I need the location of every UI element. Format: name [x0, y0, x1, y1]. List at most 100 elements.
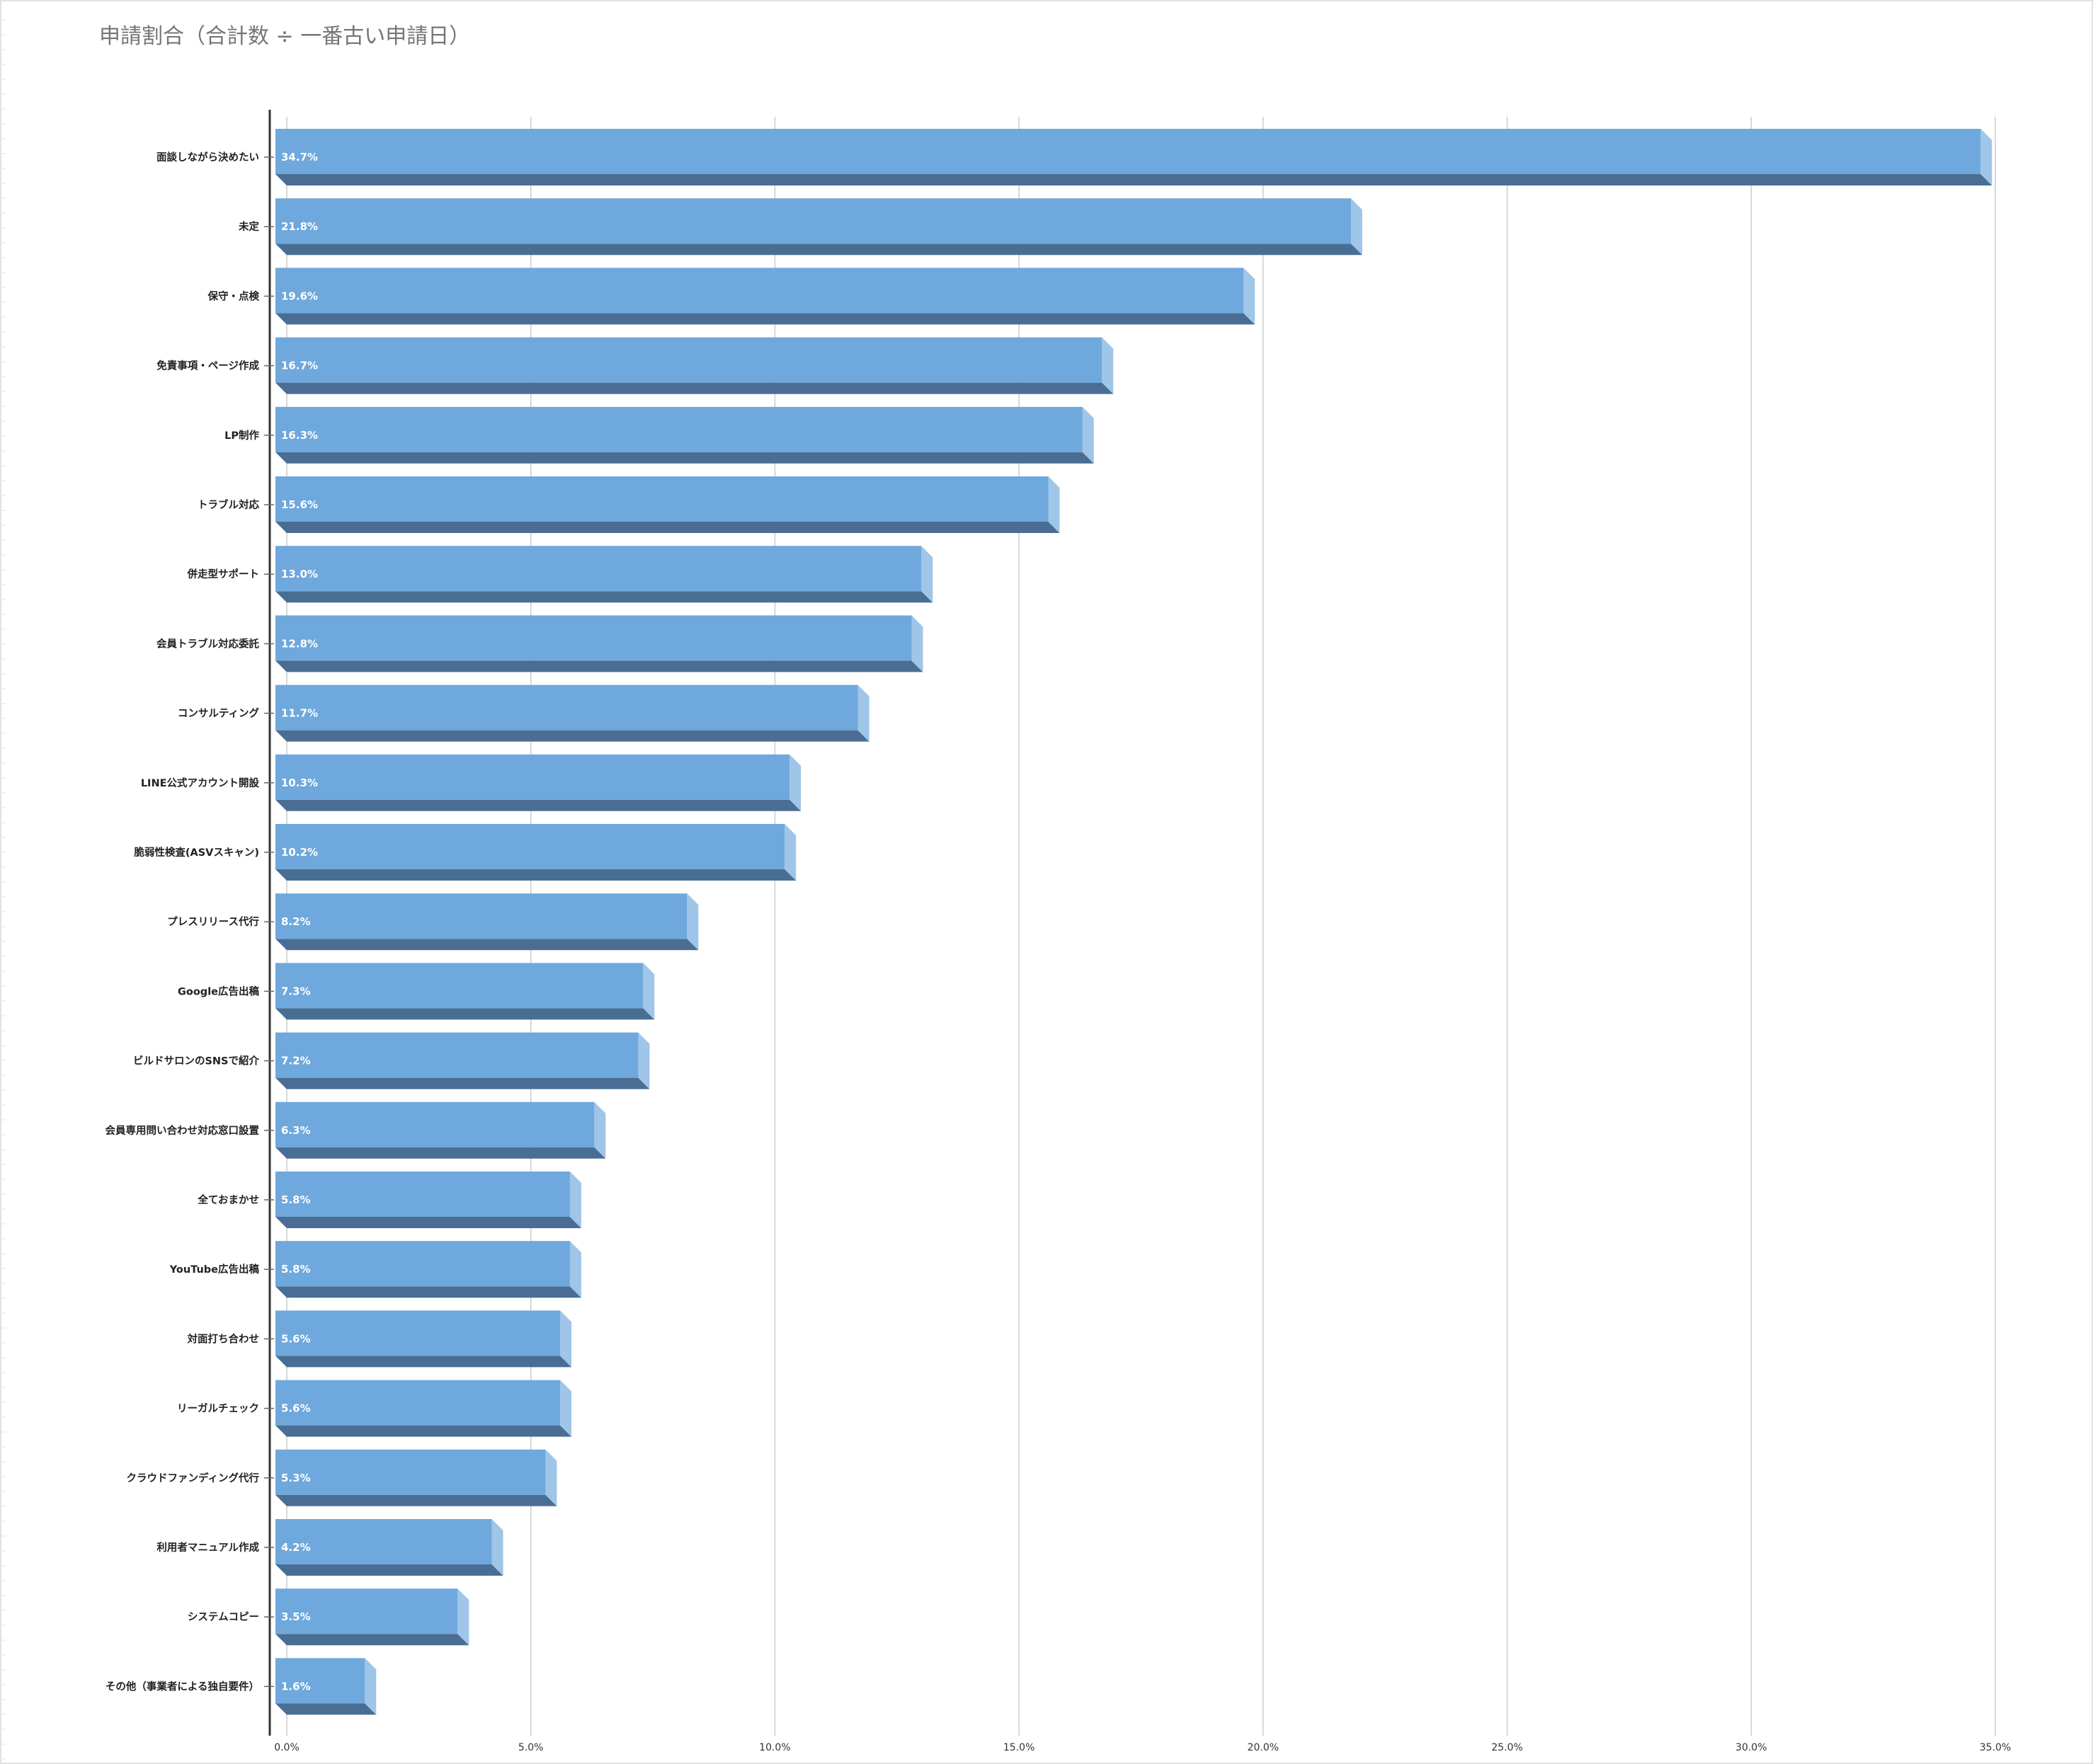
- bar-side-face: [457, 1588, 469, 1646]
- category-label: トラブル対応: [198, 498, 259, 511]
- bar-side-face: [491, 1519, 503, 1576]
- data-label: 5.6%: [281, 1332, 311, 1345]
- category-label: その他（事業者による独自要件）: [105, 1680, 259, 1693]
- x-tick-label: 35.0%: [1980, 1742, 2011, 1753]
- bar-side-face: [1048, 476, 1060, 533]
- x-tick-label: 10.0%: [759, 1742, 790, 1753]
- data-label: 10.3%: [281, 777, 318, 789]
- category-label: Google広告出稿: [178, 985, 260, 997]
- category-label: 全ておまかせ: [197, 1193, 259, 1206]
- bar-bottom-face: [275, 1217, 581, 1228]
- data-label: 15.6%: [281, 498, 318, 511]
- bar-bottom-face: [275, 869, 797, 881]
- x-tick-label: 15.0%: [1003, 1742, 1034, 1753]
- sheet-row-ticks: [0, 19, 6, 1760]
- bar-side-face: [1102, 337, 1114, 394]
- bar-bottom-face: [275, 1286, 581, 1298]
- data-label: 16.3%: [281, 429, 318, 442]
- bar-side-face: [1082, 406, 1094, 464]
- bar: [275, 1380, 561, 1426]
- bar-bottom-face: [275, 730, 869, 742]
- bar-side-face: [594, 1101, 606, 1159]
- data-label: 3.5%: [281, 1610, 311, 1623]
- bar: [275, 268, 1244, 314]
- bar: [275, 129, 1981, 174]
- bar: [275, 546, 922, 592]
- bar-bottom-face: [275, 939, 699, 951]
- bar: [275, 198, 1351, 244]
- bar-bottom-face: [275, 313, 1255, 325]
- x-tick-label: 0.0%: [274, 1742, 300, 1753]
- category-label: プレスリリース代行: [167, 915, 259, 928]
- bar-side-face: [687, 893, 699, 951]
- category-label: 対面打ち合わせ: [187, 1332, 260, 1345]
- x-tick-label: 25.0%: [1491, 1742, 1522, 1753]
- category-label: 脆弱性検査(ASVスキャン): [134, 846, 259, 859]
- category-label: ビルドサロンのSNSで紹介: [133, 1055, 260, 1067]
- bar: [275, 1588, 458, 1634]
- bar-bottom-face: [275, 1494, 557, 1506]
- bar-side-face: [1243, 268, 1255, 325]
- category-label: YouTube広告出稿: [169, 1263, 260, 1276]
- bar: [275, 963, 644, 1009]
- bar: [275, 615, 912, 661]
- bar: [275, 1101, 595, 1147]
- category-label: 面談しながら決めたい: [156, 151, 259, 164]
- bar-side-face: [569, 1241, 581, 1298]
- data-label: 5.8%: [281, 1193, 311, 1206]
- bar-bottom-face: [275, 1077, 650, 1089]
- bar-side-face: [1350, 198, 1362, 256]
- category-label: 未定: [238, 220, 259, 233]
- category-label: リーガルチェック: [177, 1403, 259, 1415]
- data-label: 16.7%: [281, 360, 318, 372]
- data-label: 21.8%: [281, 220, 318, 233]
- data-label: 10.2%: [281, 846, 318, 859]
- data-label: 7.2%: [281, 1055, 311, 1067]
- category-label: コンサルティング: [178, 707, 260, 720]
- bar: [275, 1172, 570, 1217]
- bar: [275, 893, 688, 939]
- bar-side-face: [638, 1032, 650, 1089]
- bar-bottom-face: [275, 799, 802, 811]
- bar: [275, 406, 1083, 452]
- x-tick-label: 5.0%: [518, 1742, 544, 1753]
- bar-bottom-face: [275, 522, 1060, 533]
- bar-bottom-face: [275, 244, 1362, 256]
- bar: [275, 1032, 639, 1078]
- data-label: 12.8%: [281, 637, 318, 650]
- x-tick-label: 30.0%: [1735, 1742, 1767, 1753]
- data-label: 4.2%: [281, 1541, 311, 1554]
- bar-bottom-face: [275, 452, 1094, 464]
- bar-side-face: [560, 1310, 572, 1368]
- data-label: 6.3%: [281, 1124, 311, 1137]
- bar-bottom-face: [275, 382, 1114, 394]
- bar: [275, 1658, 365, 1704]
- bar: [275, 685, 858, 731]
- data-label: 7.3%: [281, 985, 311, 997]
- bar-side-face: [789, 754, 802, 811]
- bar: [275, 476, 1049, 522]
- data-label: 1.6%: [281, 1680, 311, 1693]
- bar-side-face: [911, 615, 923, 672]
- bar-bottom-face: [275, 1703, 377, 1715]
- data-label: 5.6%: [281, 1402, 311, 1415]
- bar-bottom-face: [275, 1564, 503, 1576]
- bar: [275, 1449, 546, 1495]
- bar-bottom-face: [275, 1147, 606, 1159]
- bar-bottom-face: [275, 1634, 469, 1646]
- data-label: 8.2%: [281, 915, 311, 928]
- category-label: 利用者マニュアル作成: [156, 1541, 259, 1554]
- bar-side-face: [1980, 129, 1992, 185]
- category-label: 併走型サポート: [187, 568, 260, 580]
- bar-bottom-face: [275, 1356, 572, 1368]
- bar-side-face: [857, 685, 869, 742]
- data-label: 34.7%: [281, 151, 318, 164]
- bar-bottom-face: [275, 174, 1992, 185]
- bar-side-face: [545, 1449, 557, 1506]
- bar: [275, 337, 1102, 383]
- bar-bottom-face: [275, 591, 933, 603]
- category-label: システムコピー: [188, 1611, 259, 1623]
- bar: [275, 754, 790, 800]
- category-label: 会員専用問い合わせ対応窓口設置: [105, 1124, 260, 1137]
- category-label: 会員トラブル対応委託: [156, 637, 259, 650]
